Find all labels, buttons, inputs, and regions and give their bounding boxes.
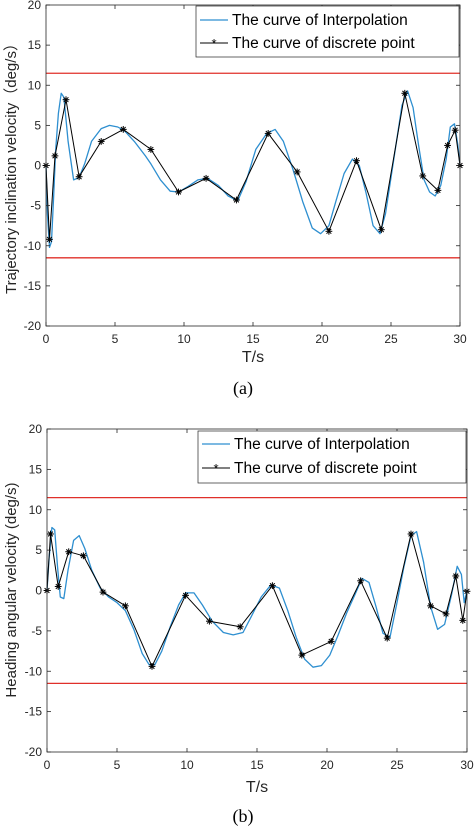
y-tick-label-b: -15: [25, 705, 43, 719]
discrete-point-a: [265, 130, 272, 137]
x-axis-label-a: T/s: [242, 349, 264, 366]
legend-label-discrete-a: The curve of discrete point: [232, 35, 415, 52]
panel-label-b: (b): [233, 806, 254, 827]
y-tick-label-b: 5: [35, 543, 42, 557]
legend-marker-discrete-b: *: [213, 461, 218, 476]
y-tick-label-a: 20: [28, 0, 42, 12]
y-tick-label-b: -20: [25, 745, 43, 759]
y-tick-label-b: -10: [25, 664, 43, 678]
y-tick-label-b: 20: [29, 422, 43, 436]
x-tick-label-a: 5: [112, 332, 119, 346]
discrete-point-b: [269, 582, 276, 589]
discrete-point-a: [175, 189, 182, 196]
y-tick-label-a: 0: [34, 159, 41, 173]
discrete-point-a: [326, 228, 333, 235]
legend-b: * The curve of Interpolation The curve o…: [198, 431, 466, 483]
x-tick-label-b: 20: [320, 758, 334, 772]
y-tick-label-b: 15: [29, 462, 43, 476]
discrete-point-b: [55, 583, 62, 590]
legend-label-interpolation-a: The curve of Interpolation: [232, 12, 408, 29]
discrete-point-b: [80, 552, 87, 559]
y-axis-label-a: Trajectory inclination velocity（deg/s）: [3, 36, 20, 294]
discrete-point-a: [147, 146, 154, 153]
panel-label-a: (a): [233, 378, 253, 399]
discrete-point-b: [237, 623, 244, 630]
discrete-point-b: [182, 592, 189, 599]
chart-b: 20 15 10 5 0 -5 -10 -15 -20 0 5 10 15 20 25 30 T/s Hea…: [3, 422, 474, 827]
y-tick-label-b: 0: [35, 584, 42, 598]
y-tick-label-a: 10: [28, 78, 42, 92]
discrete-point-b: [47, 531, 54, 538]
discrete-point-b: [206, 618, 213, 625]
x-tick-label-a: 0: [43, 332, 50, 346]
discrete-point-a: [294, 169, 301, 176]
discrete-point-b: [149, 663, 156, 670]
legend-marker-discrete-a: *: [211, 36, 216, 51]
x-tick-label-b: 0: [44, 758, 51, 772]
x-tick-label-a: 10: [177, 332, 191, 346]
chart-a: 20 15 10 5 0 -5 -10 -15 -20 0 5 10 15 20 25 30 T/s Tra…: [3, 0, 467, 399]
discrete-point-a: [76, 173, 83, 180]
discrete-point-a: [203, 175, 210, 182]
discrete-point-a: [52, 152, 59, 159]
x-tick-label-b: 25: [390, 758, 404, 772]
y-axis-label-b: Heading angular velocity (deg/s): [3, 482, 20, 697]
x-tick-label-a: 20: [315, 332, 329, 346]
y-tick-label-a: -15: [24, 279, 42, 293]
x-tick-label-b: 15: [250, 758, 264, 772]
discrete-point-a: [233, 197, 240, 204]
discrete-point-a: [98, 138, 105, 145]
x-tick-label-a: 30: [453, 332, 467, 346]
y-tick-label-b: 10: [29, 503, 43, 517]
discrete-point-a: [46, 236, 53, 243]
discrete-point-b: [65, 548, 72, 555]
discrete-point-a: [353, 157, 360, 164]
y-tick-label-a: -20: [24, 319, 42, 333]
discrete-point-b: [408, 531, 415, 538]
x-axis-label-b: T/s: [246, 779, 268, 796]
discrete-point-b: [357, 577, 364, 584]
x-tick-label-a: 25: [384, 332, 398, 346]
x-tick-label-b: 10: [180, 758, 194, 772]
discrete-point-b: [443, 611, 450, 618]
legend-a: * The curve of Interpolation The curve o…: [196, 6, 459, 57]
legend-label-discrete-b: The curve of discrete point: [234, 460, 417, 477]
x-tick-label-a: 15: [246, 332, 260, 346]
y-tick-label-a: -5: [30, 199, 41, 213]
discrete-point-a: [378, 226, 385, 233]
y-tick-label-a: 5: [34, 118, 41, 132]
y-tick-label-a: 15: [28, 38, 42, 52]
y-tick-label-b: -5: [31, 624, 42, 638]
y-tick-label-a: -10: [24, 239, 42, 253]
discrete-point-b: [122, 602, 129, 609]
discrete-point-a: [63, 96, 70, 103]
legend-label-interpolation-b: The curve of Interpolation: [234, 436, 410, 453]
discrete-point-b: [427, 602, 434, 609]
x-tick-label-b: 5: [114, 758, 121, 772]
x-tick-label-b: 30: [460, 758, 474, 772]
